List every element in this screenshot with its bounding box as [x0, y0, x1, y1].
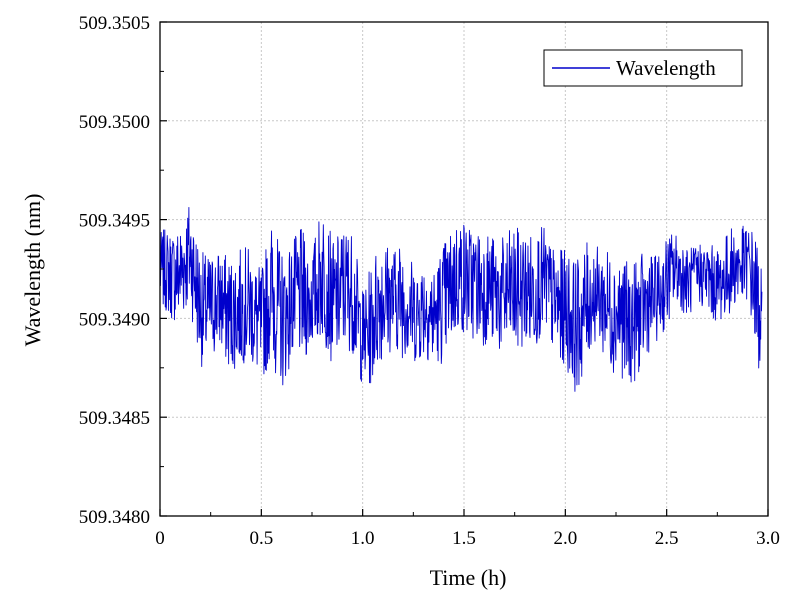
y-tick-label: 509.3500 [79, 112, 150, 133]
tick-marks [159, 21, 769, 517]
y-tick-label: 509.3505 [79, 13, 150, 34]
x-tick-label: 3.0 [756, 528, 780, 549]
y-tick-label: 509.3495 [79, 211, 150, 232]
x-tick-label: 1.0 [351, 528, 375, 549]
legend: Wavelength [543, 49, 743, 87]
x-tick-label: 2.5 [655, 528, 679, 549]
x-tick-label: 1.5 [452, 528, 476, 549]
y-tick-label: 509.3485 [79, 408, 150, 429]
y-tick-label: 509.3480 [79, 507, 150, 528]
x-axis-title: Time (h) [430, 565, 507, 590]
y-tick-label: 509.3490 [79, 309, 150, 330]
y-axis-title: Wavelength (nm) [20, 194, 45, 347]
series-line-wavelength [159, 207, 763, 392]
x-tick-label: 0.5 [249, 528, 273, 549]
x-tick-label: 0 [155, 528, 165, 549]
series-layer [159, 207, 763, 392]
x-tick-labels: 0 0.5 1.0 1.5 2.0 2.5 3.0 [155, 528, 780, 549]
y-tick-labels: 509.3480 509.3485 509.3490 509.3495 509.3500… [79, 13, 150, 528]
x-tick-label: 2.0 [553, 528, 577, 549]
legend-label-wavelength: Wavelength [616, 56, 716, 80]
